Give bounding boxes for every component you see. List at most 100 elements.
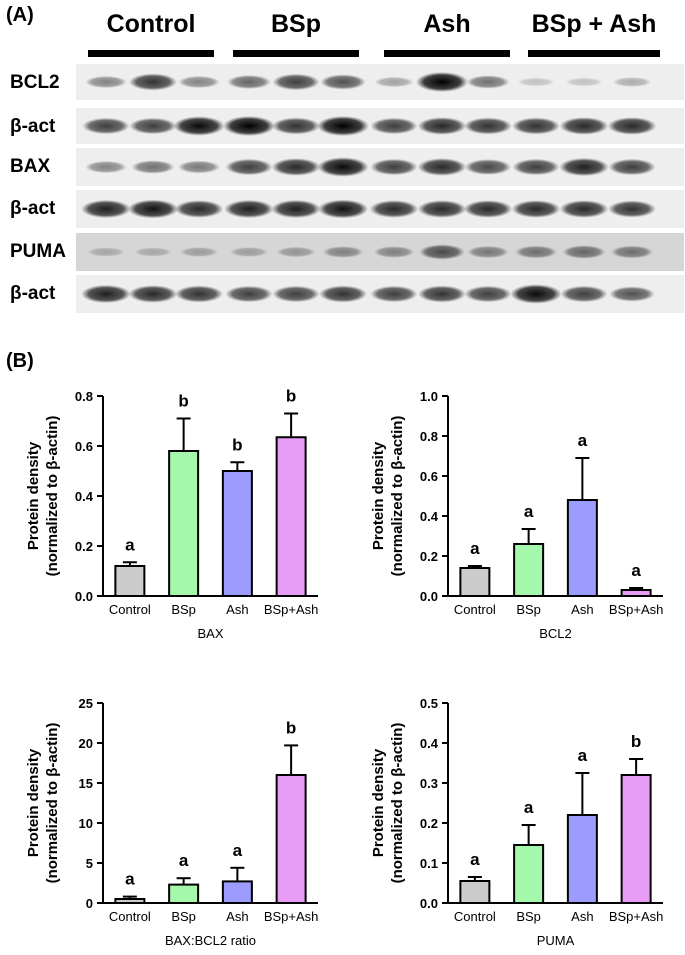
blot-band (370, 285, 418, 303)
blot-band (131, 160, 175, 174)
blot-band (129, 117, 177, 135)
bar (275, 436, 307, 597)
blot-strip-svg (76, 275, 684, 313)
y-tick-label: 20 (79, 736, 93, 751)
x-category-label: BSp+Ash (264, 909, 319, 924)
blot-strip-svg (76, 233, 684, 271)
blot-band (562, 245, 606, 259)
group-label-control: Control (106, 10, 196, 38)
significance-letter: a (578, 746, 588, 765)
blot-band (317, 157, 369, 177)
blot-band (224, 199, 274, 219)
blot-band (82, 117, 130, 135)
bar (221, 880, 253, 904)
blot-band (467, 245, 509, 259)
significance-letter: a (179, 851, 189, 870)
blot-band (276, 246, 316, 258)
blot-band (607, 117, 657, 135)
blot-band (417, 158, 467, 176)
significance-letter: a (578, 431, 588, 450)
blot-band (179, 247, 219, 257)
y-tick-label: 1.0 (420, 389, 438, 404)
bar (459, 880, 491, 904)
blot-band (177, 160, 221, 174)
bar-chart-puma: Protein density (normalized to β-actin) 0.… (345, 685, 680, 955)
bar (168, 450, 200, 597)
chart-svg: Protein density (normalized to β-actin) 0.… (370, 389, 664, 641)
blot-band (373, 246, 415, 258)
blot-band (511, 200, 561, 218)
bar (513, 844, 545, 904)
y-tick-label: 0.5 (420, 696, 438, 711)
significance-letter: b (631, 732, 641, 751)
blot-band (370, 158, 418, 176)
significance-letter: a (524, 798, 534, 817)
bar (620, 774, 652, 904)
significance-letter: a (631, 561, 641, 580)
blot-strip-bact-1 (76, 108, 684, 144)
blot-band (510, 284, 562, 304)
blot-band (85, 160, 127, 174)
blot-strip-puma (76, 233, 684, 271)
bar-chart-bax: Protein density (normalized to β-actin) 0.… (0, 378, 335, 648)
chart-title: BCL2 (539, 626, 572, 641)
y-tick-label: 0.6 (75, 439, 93, 454)
bar (513, 543, 545, 597)
blot-band (419, 244, 465, 260)
blot-band (370, 117, 418, 135)
blot-strip-bcl2 (76, 64, 684, 100)
blot-band (466, 75, 510, 89)
blot-band (127, 199, 179, 219)
significance-letter: a (470, 850, 480, 869)
x-category-label: Control (454, 909, 496, 924)
y-tick-label: 10 (79, 816, 93, 831)
blot-band (517, 77, 555, 87)
blot-band (463, 200, 513, 218)
significance-letter: a (125, 535, 135, 554)
blot-band (560, 285, 608, 303)
y-tick-label: 0.2 (75, 539, 93, 554)
bar (459, 567, 491, 597)
blot-band (227, 75, 271, 89)
y-tick-label: 0.1 (420, 856, 438, 871)
blot-band (225, 285, 273, 303)
x-category-label: Control (109, 909, 151, 924)
blot-band (272, 117, 320, 135)
y-tick-label: 0.0 (420, 589, 438, 604)
blot-band (608, 158, 656, 176)
y-axis-label: Protein density (normalized to β-actin) (370, 723, 406, 884)
bar (275, 774, 307, 904)
blot-band (417, 117, 467, 135)
x-category-label: BSp (516, 909, 541, 924)
blot-band (610, 245, 654, 259)
x-category-label: BSp (171, 602, 196, 617)
bar-chart-bcl2: Protein density (normalized to β-actin) 0.… (345, 378, 680, 648)
blot-strip-bact-2 (76, 190, 684, 228)
bar (168, 883, 200, 905)
group-bar-bsp-ash (528, 50, 660, 57)
blot-band (320, 74, 366, 90)
blot-band (174, 200, 224, 218)
blot-band (418, 285, 466, 303)
blot-band (609, 286, 655, 302)
group-label-ash: Ash (423, 10, 471, 38)
x-category-label: BSp+Ash (609, 602, 664, 617)
x-category-label: BSp+Ash (264, 602, 319, 617)
x-category-label: Ash (571, 909, 593, 924)
y-axis-label: Protein density (normalized to β-actin) (25, 416, 61, 577)
bar (566, 499, 598, 597)
x-category-label: BSp+Ash (609, 909, 664, 924)
bar (221, 470, 253, 597)
group-label-bsp: BSp (271, 10, 321, 38)
significance-letter: b (232, 435, 242, 454)
significance-letter: a (125, 870, 135, 889)
blot-band (173, 116, 225, 136)
y-tick-label: 0.0 (75, 589, 93, 604)
bar (114, 898, 146, 904)
significance-letter: a (233, 841, 243, 860)
blot-band (417, 200, 467, 218)
row-label-bcl2: BCL2 (10, 72, 60, 93)
significance-letter: b (178, 392, 188, 411)
blot-band (322, 246, 364, 258)
x-category-label: BSp (516, 602, 541, 617)
